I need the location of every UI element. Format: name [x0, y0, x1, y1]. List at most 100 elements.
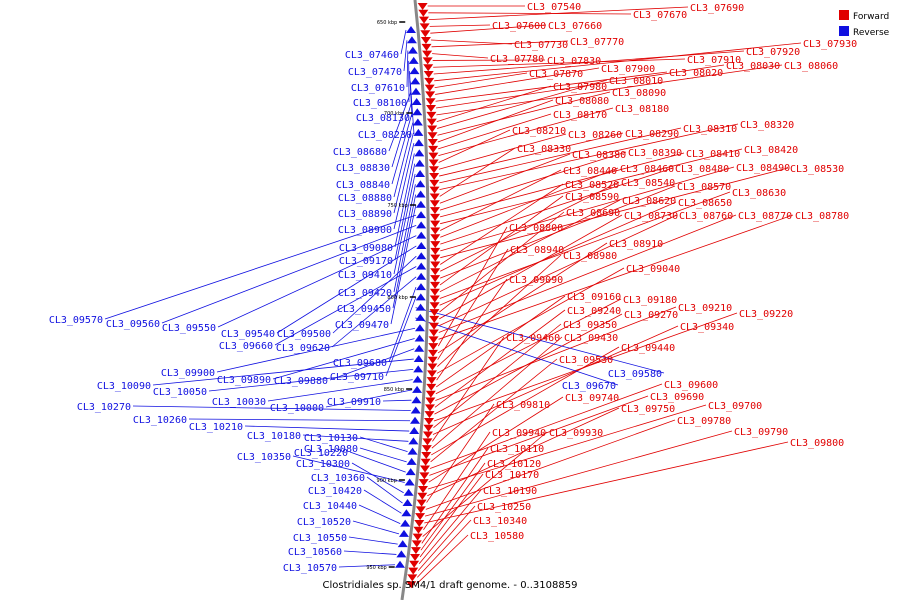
leader-line	[435, 67, 600, 95]
forward-gene-label: CL3_08910	[609, 239, 663, 250]
reverse-gene-label: CL3_09580	[608, 369, 662, 380]
forward-gene-arrow	[429, 315, 440, 323]
reverse-gene-label: CL3_10520	[297, 517, 351, 528]
forward-gene-arrow	[422, 57, 433, 65]
leader-line	[440, 167, 619, 238]
reverse-gene-label: CL3_09500	[277, 329, 331, 340]
reverse-gene-arrow	[408, 437, 419, 445]
leader-line	[438, 214, 737, 333]
forward-gene-label: CL3_08320	[740, 120, 794, 131]
leader-line	[432, 336, 505, 442]
reverse-gene-label: CL3_09710	[330, 372, 384, 383]
leader-line	[152, 358, 414, 386]
forward-gene-label: CL3_07980	[553, 82, 607, 93]
reverse-gene-label: CL3_10090	[97, 381, 151, 392]
forward-gene-label: CL3_08940	[510, 245, 564, 256]
leader-line	[415, 307, 665, 374]
forward-gene-arrow	[425, 91, 436, 99]
leader-line	[438, 113, 552, 150]
reverse-gene-arrow	[416, 252, 427, 260]
leader-line	[390, 204, 417, 325]
forward-gene-label: CL3_07540	[527, 2, 581, 13]
leader-line	[431, 346, 620, 456]
reverse-gene-arrow	[412, 118, 423, 126]
reverse-gene-arrow	[408, 56, 419, 64]
reverse-gene-label: CL3_10300	[296, 459, 350, 470]
forward-gene-arrow	[430, 261, 441, 269]
forward-gene-arrow	[418, 9, 429, 17]
reverse-gene-label: CL3_09450	[337, 304, 391, 315]
leader-line	[433, 50, 745, 75]
forward-gene-arrow	[422, 431, 433, 439]
leader-line	[393, 132, 414, 214]
forward-gene-arrow	[426, 118, 437, 126]
forward-gene-arrow	[406, 581, 417, 589]
reverse-gene-label: CL3_09170	[339, 256, 393, 267]
leader-line	[437, 248, 509, 360]
forward-gene-label: CL3_08690	[566, 208, 620, 219]
tick-label: 700 kbp	[384, 111, 404, 117]
forward-gene-label: CL3_08980	[563, 251, 617, 262]
leader-line	[418, 489, 482, 565]
reverse-gene-label: CL3_10080	[304, 444, 358, 455]
reverse-gene-label: CL3_08100	[353, 98, 407, 109]
reverse-gene-label: CL3_09900	[161, 368, 215, 379]
leader-line	[434, 313, 623, 415]
forward-gene-label: CL3_08260	[568, 130, 622, 141]
leader-line	[382, 399, 412, 402]
forward-gene-arrow	[426, 105, 437, 113]
leader-line	[391, 112, 413, 185]
leader-line	[161, 225, 417, 324]
leader-line	[332, 255, 417, 334]
leader-line	[352, 520, 400, 535]
leader-line	[406, 50, 409, 88]
forward-gene-label: CL3_07920	[746, 47, 800, 58]
reverse-gene-label: CL3_10130	[304, 433, 358, 444]
leader-line	[428, 12, 632, 15]
legend-forward-label: Forward	[853, 12, 889, 22]
forward-gene-label: CL3_07900	[601, 64, 655, 75]
leader-line	[358, 504, 401, 524]
forward-gene-arrow	[428, 336, 439, 344]
forward-gene-label: CL3_09740	[565, 393, 619, 404]
reverse-gene-label: CL3_10350	[237, 452, 291, 463]
leader-line	[359, 447, 407, 463]
forward-gene-arrow	[429, 207, 440, 215]
forward-gene-arrow	[429, 288, 440, 296]
forward-gene-arrow	[426, 383, 437, 391]
reverse-gene-arrow	[415, 293, 426, 301]
forward-gene-label: CL3_08650	[678, 198, 732, 209]
forward-gene-arrow	[424, 417, 435, 425]
reverse-gene-arrow	[395, 560, 406, 568]
forward-gene-arrow	[420, 30, 431, 38]
forward-gene-arrow	[423, 424, 434, 432]
leader-line	[393, 184, 416, 293]
forward-gene-arrow	[407, 574, 418, 582]
reverse-gene-arrow	[416, 241, 427, 249]
leader-line	[325, 389, 413, 408]
forward-gene-label: CL3_07830	[547, 56, 601, 67]
tick-label: 750 kbp	[387, 203, 407, 209]
leader-line	[436, 85, 552, 123]
forward-gene-arrow	[415, 513, 426, 521]
forward-gene-arrow	[430, 268, 441, 276]
forward-gene-label: CL3_07780	[490, 54, 544, 65]
reverse-gene-arrow	[398, 529, 409, 537]
reverse-gene-arrow	[413, 365, 424, 373]
forward-gene-label: CL3_08480	[675, 164, 729, 175]
reverse-gene-label: CL3_08830	[336, 163, 390, 174]
reverse-gene-arrow	[414, 334, 425, 342]
forward-gene-label: CL3_09460	[506, 333, 560, 344]
tick-label: 850 kbp	[384, 387, 404, 393]
forward-gene-label: CL3_09440	[621, 343, 675, 354]
forward-gene-label: CL3_08330	[517, 144, 571, 155]
forward-gene-label: CL3_08440	[563, 166, 617, 177]
forward-gene-arrow	[428, 159, 439, 167]
forward-gene-arrow	[419, 472, 430, 480]
forward-gene-arrow	[430, 241, 441, 249]
leader-line	[434, 42, 802, 82]
forward-gene-arrow	[424, 411, 435, 419]
leader-line	[427, 404, 707, 490]
reverse-gene-label: CL3_10260	[133, 415, 187, 426]
